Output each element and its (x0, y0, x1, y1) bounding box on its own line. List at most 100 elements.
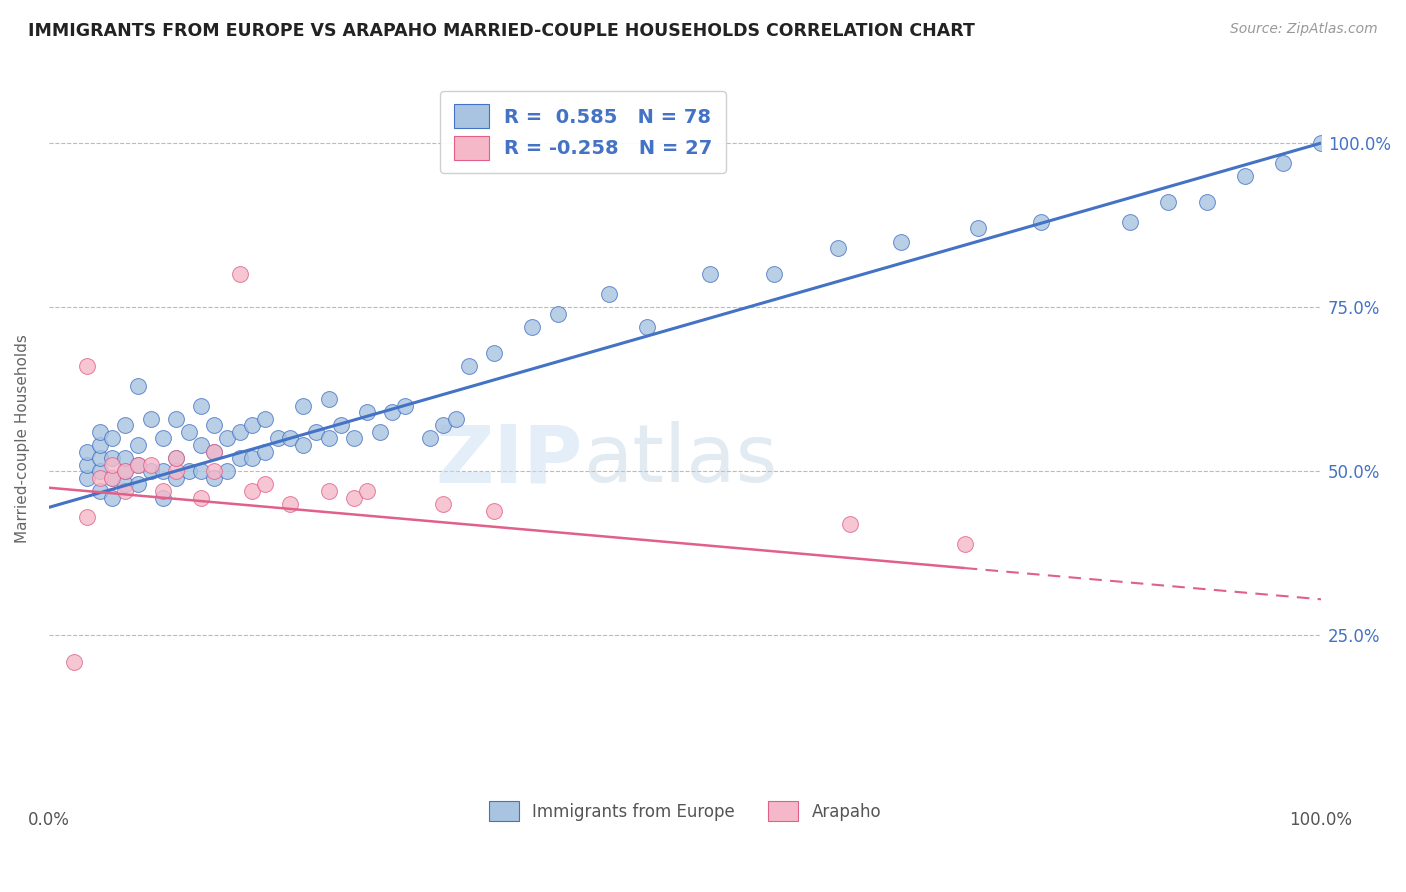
Point (76, 458, 98, 472)
Point (890, 235, 912, 249)
Point (101, 451, 124, 466)
Point (202, 471, 225, 485)
Point (254, 477, 277, 491)
Point (114, 483, 136, 498)
Point (240, 451, 263, 466)
Point (343, 432, 366, 446)
Point (240, 418, 263, 433)
Point (114, 464, 136, 478)
Point (202, 444, 225, 458)
Point (444, 411, 467, 425)
Point (190, 464, 212, 478)
Point (114, 451, 136, 466)
Point (318, 432, 340, 446)
Point (63, 655, 86, 669)
Point (482, 504, 505, 518)
Point (522, 319, 544, 334)
Point (598, 287, 620, 301)
Point (127, 458, 149, 472)
Point (228, 451, 250, 466)
Text: IMMIGRANTS FROM EUROPE VS ARAPAHO MARRIED-COUPLE HOUSEHOLDS CORRELATION CHART: IMMIGRANTS FROM EUROPE VS ARAPAHO MARRIE… (28, 22, 974, 40)
Point (280, 497, 302, 511)
Point (165, 464, 187, 478)
Point (254, 444, 277, 458)
Point (432, 418, 454, 433)
Point (76, 359, 98, 374)
Point (165, 471, 187, 485)
Point (101, 491, 124, 505)
Point (127, 438, 149, 452)
Point (89, 425, 111, 439)
Point (827, 241, 849, 255)
Point (457, 359, 479, 374)
Point (152, 432, 174, 446)
Point (76, 471, 98, 485)
Point (318, 392, 340, 406)
Point (165, 451, 187, 466)
Point (280, 432, 302, 446)
Point (101, 471, 124, 485)
Point (432, 497, 454, 511)
Point (254, 411, 277, 425)
Point (190, 438, 212, 452)
Point (699, 268, 721, 282)
Point (139, 458, 162, 472)
Point (114, 477, 136, 491)
Point (215, 432, 238, 446)
Point (1157, 195, 1180, 210)
Point (89, 471, 111, 485)
Point (152, 491, 174, 505)
Point (343, 491, 366, 505)
Point (127, 477, 149, 491)
Point (101, 458, 124, 472)
Point (966, 221, 988, 235)
Point (292, 438, 315, 452)
Point (76, 510, 98, 524)
Legend: Immigrants from Europe, Arapaho: Immigrants from Europe, Arapaho (475, 788, 894, 835)
Point (89, 438, 111, 452)
Point (356, 483, 378, 498)
Point (139, 411, 162, 425)
Point (839, 516, 862, 531)
Point (547, 307, 569, 321)
Point (76, 444, 98, 458)
Point (1233, 169, 1256, 183)
Point (101, 471, 124, 485)
Point (177, 464, 200, 478)
Point (190, 491, 212, 505)
Point (368, 425, 391, 439)
Point (1271, 155, 1294, 169)
Point (114, 418, 136, 433)
Point (356, 405, 378, 419)
Point (394, 399, 416, 413)
Point (305, 425, 328, 439)
Point (1195, 195, 1218, 210)
Point (177, 425, 200, 439)
Point (152, 464, 174, 478)
Point (330, 418, 353, 433)
Point (318, 483, 340, 498)
Point (1310, 136, 1333, 150)
Point (127, 458, 149, 472)
Point (190, 399, 212, 413)
Point (215, 464, 238, 478)
Point (202, 418, 225, 433)
Point (762, 268, 785, 282)
Point (152, 483, 174, 498)
Point (114, 464, 136, 478)
Point (381, 405, 404, 419)
Text: atlas: atlas (583, 421, 778, 500)
Point (240, 483, 263, 498)
Point (127, 379, 149, 393)
Point (89, 451, 111, 466)
Point (202, 444, 225, 458)
Point (953, 536, 976, 550)
Point (101, 432, 124, 446)
Point (228, 425, 250, 439)
Point (1119, 215, 1142, 229)
Point (1031, 215, 1053, 229)
Y-axis label: Married-couple Households: Married-couple Households (15, 334, 30, 543)
Point (165, 451, 187, 466)
Point (419, 432, 441, 446)
Point (267, 432, 290, 446)
